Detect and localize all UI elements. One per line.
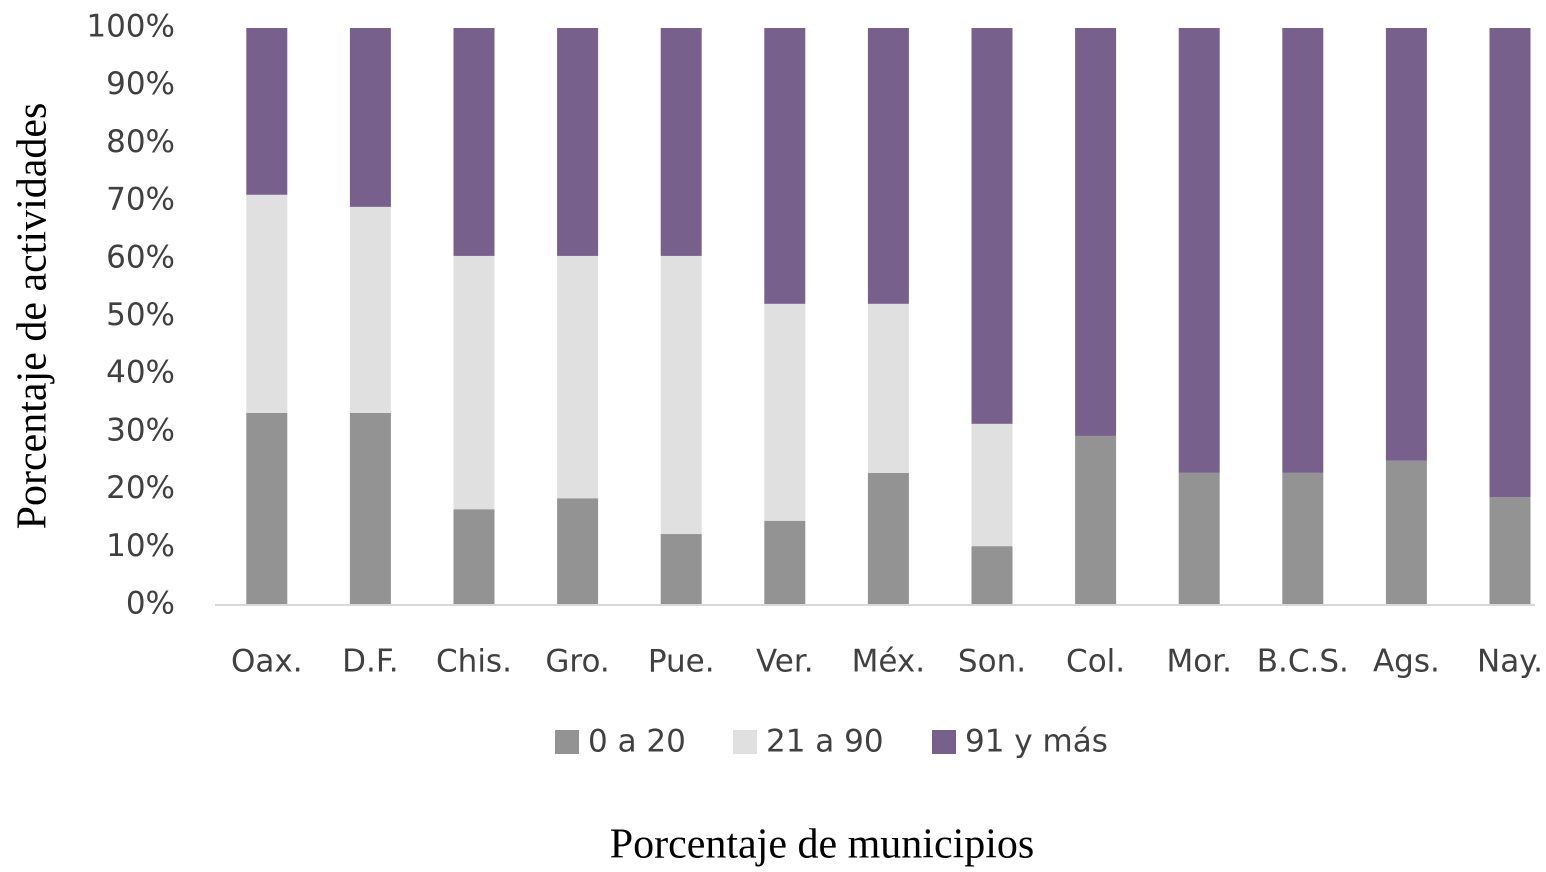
bar-segment [246, 412, 288, 605]
legend-swatch [932, 730, 956, 754]
bar-segment [660, 534, 702, 605]
bar-segment [971, 546, 1013, 605]
y-tick-label: 30% [106, 412, 175, 448]
x-tick-label: Chis. [436, 644, 512, 680]
bar-segment [764, 520, 806, 605]
y-tick-label: 70% [106, 182, 175, 218]
x-tick-label: Nay. [1477, 644, 1543, 680]
bar-segment [764, 303, 806, 521]
x-axis-title: Porcentaje de municipios [610, 822, 1035, 868]
legend-label: 0 a 20 [588, 724, 686, 760]
bar-segment [660, 255, 702, 535]
y-tick-label: 50% [106, 297, 175, 333]
x-tick-label: B.C.S. [1257, 644, 1349, 680]
bar-segment [660, 28, 702, 256]
bar-segment [1178, 472, 1220, 605]
y-tick-label: 0% [126, 586, 175, 622]
bar-segment [971, 28, 1013, 424]
x-tick-label: Ags. [1373, 644, 1440, 680]
bar-segment [453, 28, 495, 256]
y-tick-label: 90% [106, 66, 175, 102]
y-tick-label: 60% [106, 239, 175, 275]
bar-segment [1385, 28, 1427, 461]
bar-segment [557, 28, 599, 256]
bar-segment [1178, 28, 1220, 473]
x-tick-label: Oax. [231, 644, 303, 680]
bar-segment [453, 509, 495, 605]
y-tick-label: 80% [106, 124, 175, 160]
bar-segment [246, 28, 288, 195]
bar-segment [557, 255, 599, 499]
x-tick-label: Col. [1066, 644, 1125, 680]
legend-label: 21 a 90 [766, 724, 884, 760]
bar-segment [1075, 435, 1117, 605]
bar-segment [867, 303, 909, 473]
bar-segment [1385, 460, 1427, 605]
bar-segment [1489, 497, 1531, 605]
bar-segment [867, 28, 909, 304]
bar-segment [349, 412, 391, 605]
bar-segment [971, 423, 1013, 547]
bar-segment [349, 28, 391, 207]
bar-segment [867, 472, 909, 605]
bar-segment [349, 206, 391, 413]
y-tick-label: 20% [106, 470, 175, 506]
bar-segment [557, 498, 599, 605]
y-axis-title: Porcentaje de actividades [10, 103, 56, 530]
bar-segment [453, 255, 495, 510]
bar-segment [1075, 28, 1117, 436]
x-tick-label: Son. [958, 644, 1026, 680]
y-tick-label: 40% [106, 355, 175, 391]
legend-swatch [555, 730, 579, 754]
y-tick-label: 10% [106, 528, 175, 564]
legend-swatch [733, 730, 757, 754]
bar-segment [246, 194, 288, 413]
y-tick-label: 100% [86, 9, 175, 45]
bar-segment [764, 28, 806, 304]
bar-segment [1282, 472, 1324, 605]
bar-segment [1489, 28, 1531, 498]
x-tick-label: Méx. [852, 644, 925, 680]
legend-label: 91 y más [965, 724, 1108, 760]
x-tick-label: Ver. [756, 644, 814, 680]
x-tick-label: D.F. [342, 644, 398, 680]
x-tick-label: Mor. [1166, 644, 1231, 680]
x-tick-label: Gro. [545, 644, 609, 680]
bar-segment [1282, 28, 1324, 473]
x-tick-label: Pue. [648, 644, 715, 680]
